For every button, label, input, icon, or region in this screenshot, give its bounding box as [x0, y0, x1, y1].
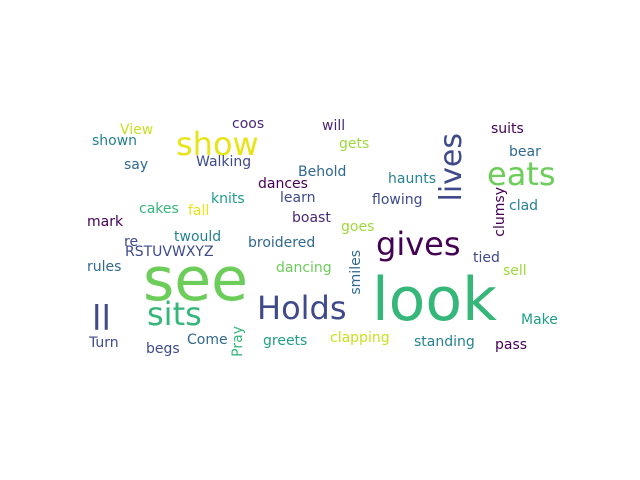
word-fall: fall	[188, 203, 210, 219]
word-gives: gives	[376, 225, 461, 263]
word-holds: Holds	[257, 289, 347, 327]
word-turn: Turn	[89, 335, 119, 351]
word-standing: standing	[414, 334, 475, 350]
word-sell: sell	[503, 263, 527, 279]
word-flowing: flowing	[372, 192, 423, 208]
word-greets: greets	[263, 333, 308, 349]
word-eats: eats	[487, 155, 556, 193]
word-dancing: dancing	[276, 260, 332, 276]
word-goes: goes	[341, 219, 375, 235]
word-learn: learn	[280, 190, 316, 206]
word-shown: shown	[92, 133, 138, 149]
word-cakes: cakes	[139, 201, 179, 217]
word-mark: mark	[87, 214, 124, 230]
word-say: say	[124, 157, 149, 173]
word-smiles: smiles	[348, 250, 364, 295]
word-lives: lives	[434, 133, 469, 202]
word-look: look	[372, 265, 497, 335]
word-coos: coos	[232, 116, 265, 132]
word-show: show	[176, 125, 259, 163]
word-rstuvwxyz: RSTUVWXYZ	[125, 244, 214, 260]
word-haunts: haunts	[388, 171, 436, 187]
word-ll: ll	[92, 299, 111, 339]
word-knits: knits	[211, 191, 245, 207]
word-bear: bear	[509, 144, 541, 160]
word-pass: pass	[495, 337, 528, 353]
word-view: View	[120, 122, 154, 138]
word-walking: Walking	[196, 154, 252, 170]
word-see: see	[143, 245, 249, 315]
word-behold: Behold	[298, 164, 347, 180]
word-suits: suits	[491, 121, 524, 137]
word-clapping: clapping	[330, 330, 390, 346]
word-clad: clad	[509, 198, 539, 214]
word-begs: begs	[146, 341, 180, 357]
word-broidered: broidered	[248, 235, 316, 251]
word-pray: Pray	[230, 326, 246, 357]
word-clumsy: clumsy	[492, 187, 508, 237]
word-sits: sits	[147, 295, 202, 333]
word-will: will	[322, 118, 346, 134]
word-come: Come	[187, 332, 228, 348]
word-boast: boast	[292, 210, 331, 226]
word-twould: twould	[174, 229, 222, 245]
word-re: re	[124, 234, 139, 250]
word-rules: rules	[87, 259, 122, 275]
word-dances: dances	[258, 176, 308, 192]
word-make: Make	[521, 312, 558, 328]
word-gets: gets	[339, 136, 370, 152]
word-tied: tied	[473, 250, 500, 266]
